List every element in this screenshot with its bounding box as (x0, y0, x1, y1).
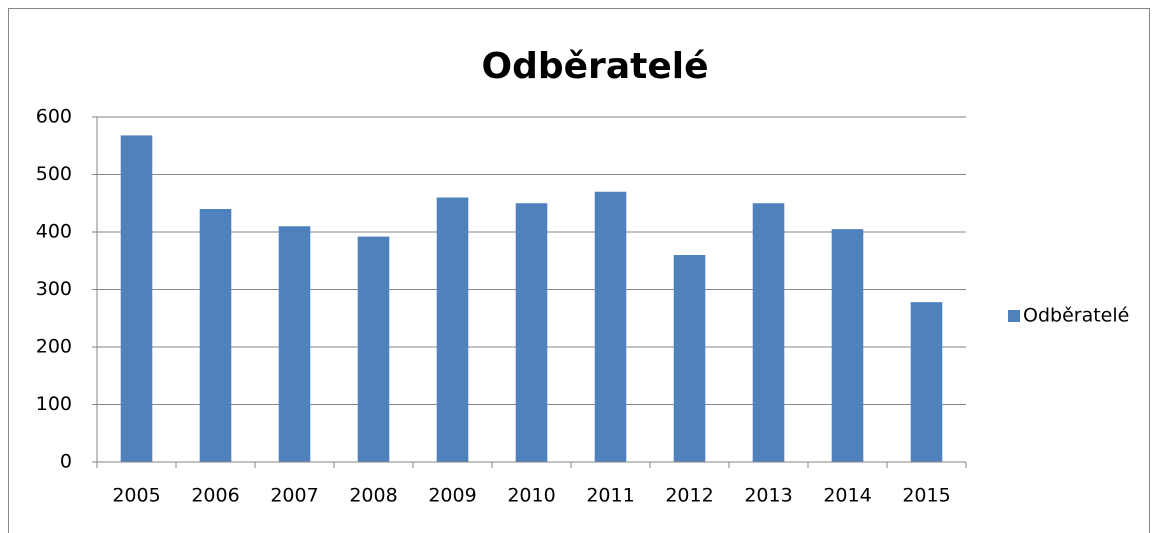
bar (436, 197, 469, 462)
y-tick-label: 0 (60, 451, 72, 473)
bar (752, 203, 785, 462)
x-tick-label: 2006 (191, 485, 239, 507)
y-tick-label: 200 (36, 336, 72, 358)
bar (673, 255, 706, 462)
bar (831, 229, 864, 462)
bar (199, 209, 232, 462)
y-tick-label: 300 (36, 278, 72, 300)
x-tick-label: 2015 (902, 485, 950, 507)
x-tick-label: 2008 (349, 485, 397, 507)
bar (278, 226, 311, 462)
legend-label: Odběratelé (1023, 305, 1129, 327)
bar (515, 203, 548, 462)
bar (357, 236, 390, 462)
x-tick-label: 2009 (428, 485, 476, 507)
bar (120, 135, 153, 462)
legend-swatch (1008, 310, 1020, 322)
bar (594, 191, 627, 462)
chart-title: Odběratelé (482, 46, 709, 87)
bar (910, 302, 943, 462)
x-tick-label: 2011 (586, 485, 634, 507)
x-tick-label: 2007 (270, 485, 318, 507)
y-tick-label: 400 (36, 221, 72, 243)
y-tick-label: 500 (36, 163, 72, 185)
x-tick-label: 2005 (112, 485, 160, 507)
y-tick-label: 100 (36, 393, 72, 415)
x-tick-label: 2013 (744, 485, 792, 507)
chart-frame (8, 8, 1150, 533)
x-tick-label: 2012 (665, 485, 713, 507)
x-tick-label: 2014 (823, 485, 871, 507)
x-tick-label: 2010 (507, 485, 555, 507)
y-tick-label: 600 (36, 106, 72, 128)
